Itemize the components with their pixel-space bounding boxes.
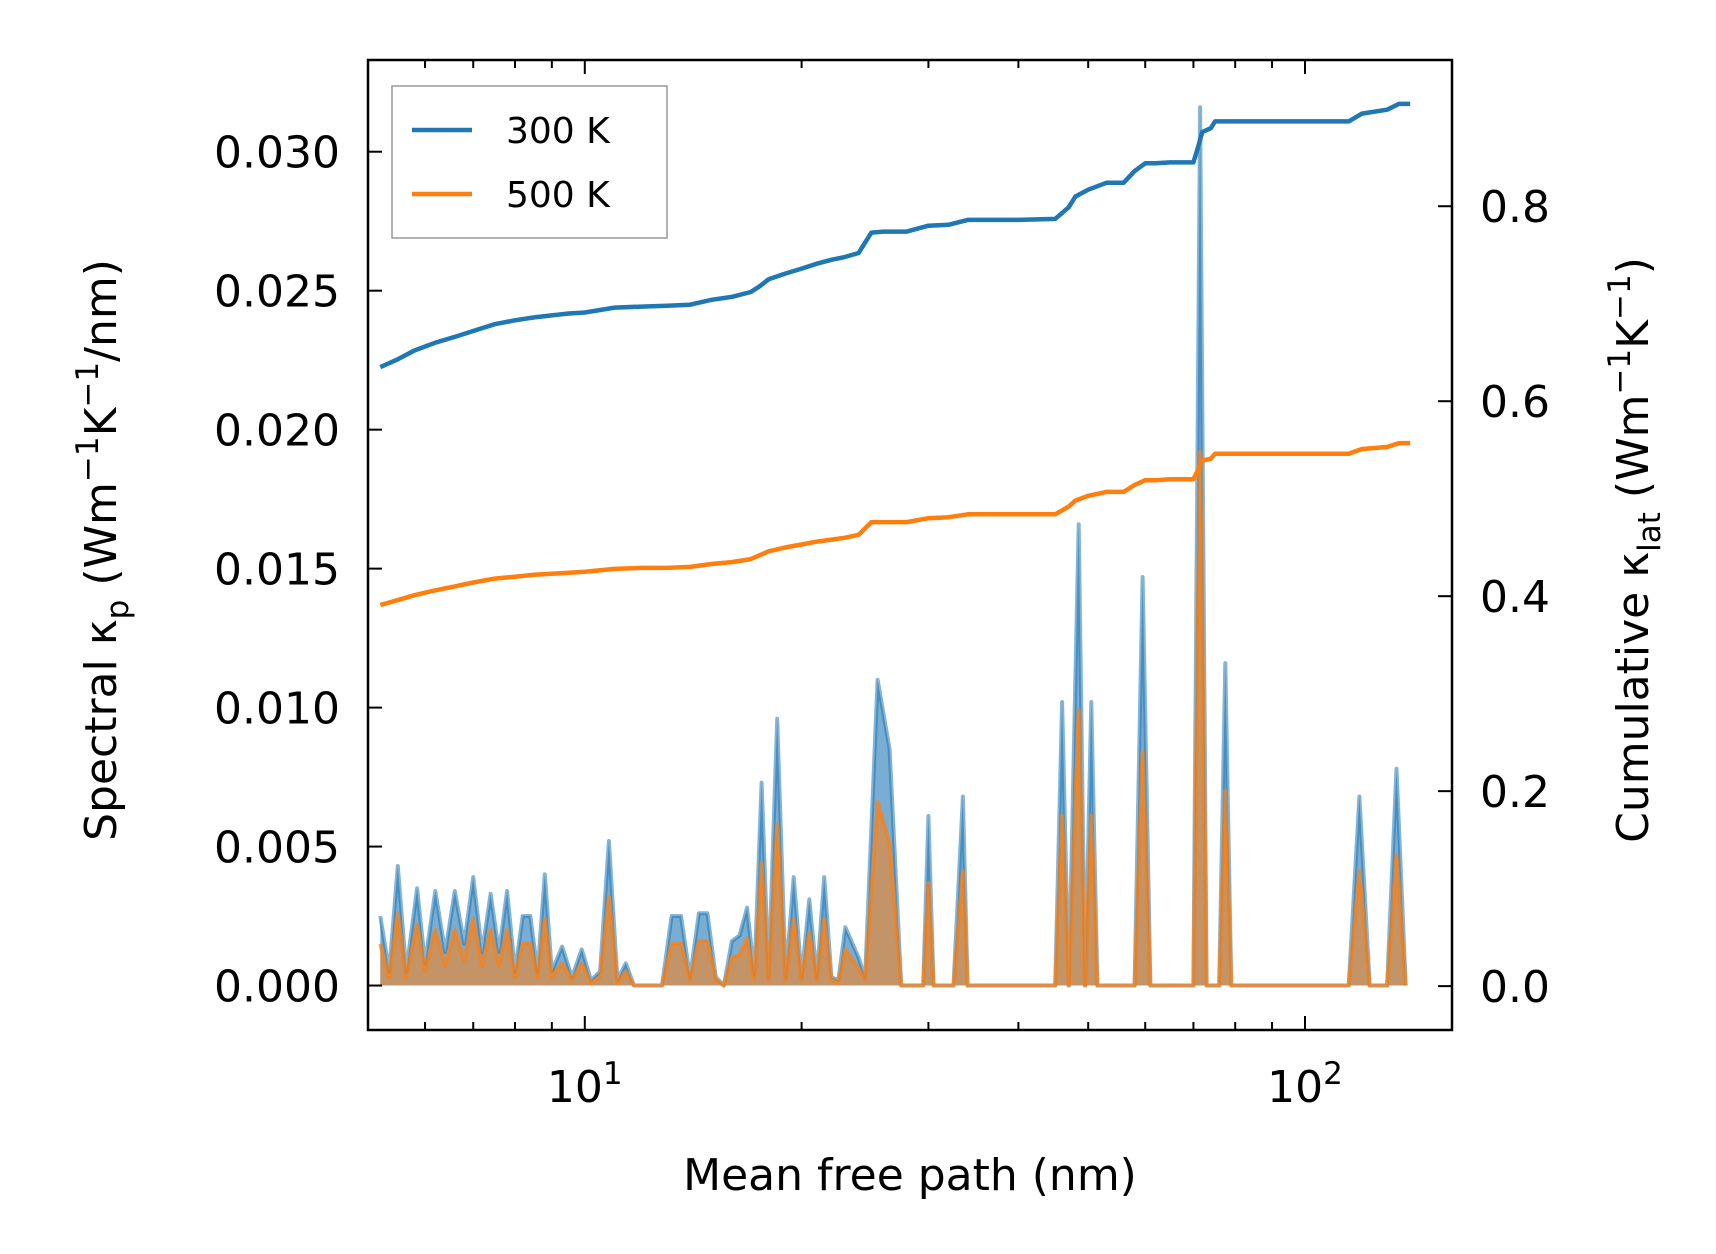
spectral-line-500k (378, 449, 1408, 988)
left-y-axis-title-text: /nm) (76, 259, 127, 362)
x-tick-label-exponent: 1 (603, 1056, 623, 1092)
right-y-tick-label: 0.2 (1480, 767, 1550, 818)
left-y-axis-title: Spectral κp (Wm−1K−1/nm) (70, 259, 136, 841)
x-tick-label-base: 10 (547, 1062, 603, 1113)
right-y-axis-title-superscript: −1 (1602, 349, 1638, 395)
x-tick-label-base: 10 (1267, 1062, 1323, 1113)
x-tick-label: 101 (547, 1056, 623, 1113)
plot-area (378, 101, 1411, 988)
right-y-tick-label: 0.0 (1480, 962, 1550, 1013)
x-axis-title: Mean free path (nm) (683, 1150, 1137, 1201)
left-y-axis-title-text: Spectral κ (76, 619, 127, 841)
plot-frame (366, 58, 1454, 1032)
right-y-tick-label: 0.8 (1480, 182, 1550, 233)
left-y-tick-label: 0.000 (214, 962, 340, 1013)
left-y-tick-label: 0.005 (214, 823, 340, 874)
left-y-axis-title-superscript: −1 (70, 362, 106, 408)
right-y-axis-title-subscript: lat (1632, 512, 1668, 552)
right-y-axis-title-text: (Wm (1608, 395, 1659, 513)
left-y-tick-label: 0.010 (214, 684, 340, 735)
legend: 300 K 500 K (391, 85, 668, 239)
left-y-axis-title-subscript: p (100, 600, 136, 620)
left-y-axis-title-superscript: −1 (70, 436, 106, 482)
right-y-axis-title: Cumulative κlat (Wm−1K−1) (1602, 257, 1668, 843)
spectral-area-500k (380, 451, 1406, 986)
left-y-axis-title-text: K (76, 406, 127, 436)
right-y-axis-title-text: Cumulative κ (1608, 552, 1659, 843)
cumulative-line-500k (379, 440, 1411, 608)
legend-box (391, 85, 668, 239)
right-y-axis-title-text: ) (1608, 257, 1659, 274)
left-y-tick-label: 0.025 (214, 267, 340, 318)
left-y-tick-label: 0.015 (214, 545, 340, 596)
axes: 101 1020.0000.0050.0100.0150.0200.0250.03… (70, 58, 1668, 1201)
left-y-axis-title-text: (Wm (76, 482, 127, 600)
right-y-axis-title-superscript: −1 (1602, 274, 1638, 320)
left-y-tick-label: 0.030 (214, 128, 340, 179)
legend-label: 300 K (506, 111, 611, 152)
legend-label: 500 K (506, 175, 611, 216)
right-y-tick-label: 0.4 (1480, 572, 1550, 623)
x-tick-label-exponent: 2 (1323, 1056, 1343, 1092)
right-y-axis-title-text: K (1608, 319, 1659, 349)
left-y-tick-label: 0.020 (214, 406, 340, 457)
cumulative-line-300k (379, 101, 1411, 370)
x-tick-label: 102 (1267, 1056, 1343, 1113)
right-y-tick-label: 0.6 (1480, 377, 1550, 428)
